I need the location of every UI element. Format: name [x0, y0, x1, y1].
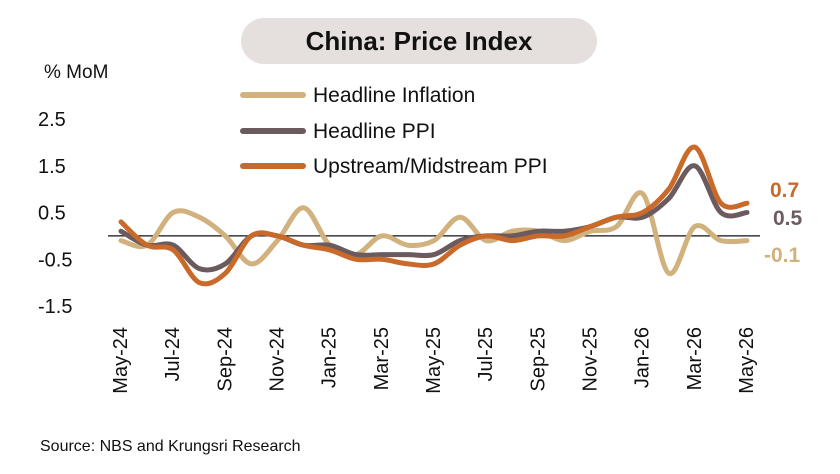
series-line-1	[118, 163, 750, 273]
end-value-label: 0.5	[773, 207, 803, 230]
x-tick-label: Jan-26	[632, 327, 654, 388]
series-line-2	[118, 144, 750, 287]
end-labels: -0.1 0.5 0.7	[764, 179, 803, 267]
series-line-0	[118, 190, 750, 276]
x-tick-label: Nov-24	[267, 327, 289, 391]
y-tick-label: -0.5	[38, 249, 72, 271]
series-lines	[118, 144, 750, 287]
x-tick-label: Nov-25	[580, 327, 602, 391]
x-tick-label: May-25	[423, 327, 445, 394]
chart-title: China: Price Index	[241, 18, 597, 64]
legend-label: Headline Inflation	[313, 84, 475, 107]
x-tick-label: May-26	[736, 327, 758, 394]
y-tick-label: 0.5	[38, 203, 66, 225]
y-tick-label: 2.5	[38, 109, 66, 131]
x-tick-label: Jul-24	[162, 327, 184, 381]
y-tick-label: -1.5	[38, 296, 72, 318]
x-tick-label: Jan-25	[319, 327, 341, 388]
x-tick-label: Jul-25	[475, 327, 497, 381]
y-tick-label: 1.5	[38, 156, 66, 178]
legend-label: Upstream/Midstream PPI	[313, 155, 548, 178]
end-value-label: -0.1	[764, 244, 801, 267]
x-tick-label: Mar-26	[684, 327, 706, 390]
x-axis-ticks: May-24 Jul-24 Sep-24 Nov-24 Jan-25 Mar-25 May-…	[110, 327, 758, 394]
x-tick-label: Sep-24	[214, 327, 236, 392]
legend: Headline Inflation Headline PPI Upstream/M…	[240, 84, 548, 178]
end-value-label: 0.7	[770, 179, 799, 202]
x-tick-label: Mar-25	[371, 327, 393, 390]
x-tick-label: Sep-25	[527, 327, 549, 392]
x-tick-label: May-24	[110, 327, 132, 394]
source-note: Source: NBS and Krungsri Research	[40, 438, 301, 455]
y-axis-unit-label: % MoM	[44, 62, 109, 83]
legend-label: Headline PPI	[313, 120, 436, 143]
y-axis-ticks: 2.5 1.5 0.5 -0.5 -1.5	[38, 109, 72, 318]
